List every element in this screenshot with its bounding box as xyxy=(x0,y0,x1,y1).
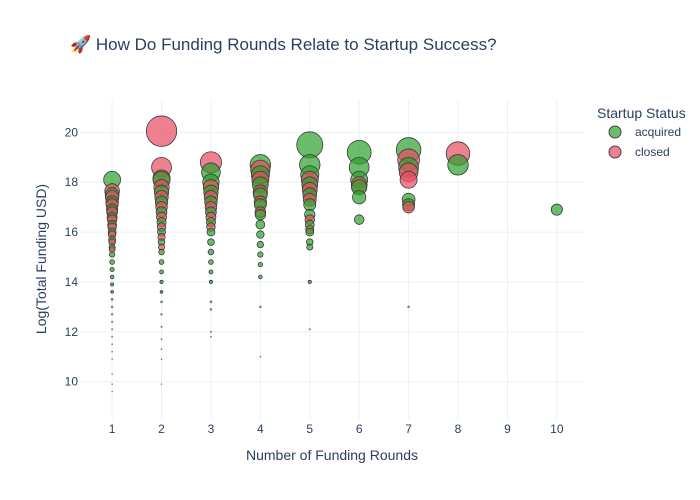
y-tick-label: 14 xyxy=(65,275,79,289)
data-point-acquired xyxy=(110,290,114,294)
data-point-closed xyxy=(402,200,415,214)
data-point-acquired xyxy=(257,261,264,268)
data-point-acquired xyxy=(160,313,163,316)
data-point-acquired xyxy=(208,259,214,265)
x-tick-label: 9 xyxy=(504,422,511,436)
x-axis-title: Number of Funding Rounds xyxy=(246,447,418,463)
data-point-acquired xyxy=(208,279,213,284)
data-point-acquired xyxy=(111,335,113,338)
data-point-acquired xyxy=(256,240,264,249)
data-point-acquired xyxy=(111,358,113,360)
data-point-acquired xyxy=(352,190,367,205)
data-point-acquired xyxy=(259,305,262,309)
y-tick-label: 12 xyxy=(65,325,79,339)
x-tick-label: 4 xyxy=(257,422,264,436)
data-point-acquired xyxy=(256,230,265,239)
data-point-acquired xyxy=(353,214,365,225)
data-point-acquired xyxy=(303,198,317,212)
data-point-acquired xyxy=(255,219,266,230)
data-point-acquired xyxy=(160,348,163,350)
data-point-acquired xyxy=(307,279,312,284)
data-point-acquired xyxy=(111,350,113,353)
data-point-acquired xyxy=(110,282,115,287)
data-point-acquired xyxy=(258,274,263,280)
data-point-acquired xyxy=(111,343,113,346)
data-point-closed xyxy=(145,115,178,147)
data-point-acquired xyxy=(110,305,114,309)
x-tick-label: 7 xyxy=(405,422,412,436)
data-point-acquired xyxy=(111,383,113,385)
x-tick-label: 6 xyxy=(356,422,363,436)
x-axis-ticks: 1 2 3 4 5 6 7 8 9 10 xyxy=(109,422,564,436)
data-point-acquired xyxy=(160,325,163,328)
data-point-acquired xyxy=(159,290,164,294)
data-point-acquired xyxy=(160,338,163,341)
data-point-acquired xyxy=(109,274,115,280)
data-point-acquired xyxy=(207,238,215,246)
data-point-acquired xyxy=(109,259,115,265)
data-point-acquired xyxy=(111,313,114,316)
data-points xyxy=(103,115,563,393)
x-tick-label: 8 xyxy=(455,422,462,436)
x-tick-label: 10 xyxy=(550,422,564,436)
y-tick-label: 16 xyxy=(65,225,79,239)
data-point-acquired xyxy=(447,154,469,176)
data-point-acquired xyxy=(158,259,165,265)
data-point-acquired xyxy=(111,328,114,331)
data-point-acquired xyxy=(550,203,563,216)
data-point-acquired xyxy=(259,355,262,358)
legend-label-closed: closed xyxy=(635,145,670,159)
data-point-closed xyxy=(399,170,418,189)
data-point-acquired xyxy=(296,131,324,159)
data-point-acquired xyxy=(160,300,163,304)
data-point-acquired xyxy=(407,305,410,309)
legend-title: Startup Status xyxy=(597,105,686,121)
data-point-acquired xyxy=(109,251,116,258)
data-point-acquired xyxy=(254,209,266,221)
data-point-acquired xyxy=(308,328,311,331)
legend[interactable]: Startup Status acquired closed xyxy=(597,105,686,159)
legend-item-closed[interactable]: closed xyxy=(608,145,670,159)
data-point-acquired xyxy=(207,248,215,256)
chart-title: 🚀 How Do Funding Rounds Relate to Startu… xyxy=(70,34,497,54)
data-point-acquired xyxy=(206,227,216,237)
data-point-acquired xyxy=(111,320,114,323)
y-axis-ticks: 10 12 14 16 18 20 xyxy=(65,125,79,388)
y-tick-label: 18 xyxy=(65,175,79,189)
data-point-acquired xyxy=(160,383,163,385)
data-point-acquired xyxy=(159,279,164,284)
data-point-acquired xyxy=(210,335,212,338)
data-point-acquired xyxy=(111,390,113,393)
grid xyxy=(80,100,584,419)
x-tick-label: 1 xyxy=(109,422,116,436)
y-axis-title: Log(Total Funding USD) xyxy=(33,184,49,334)
data-point-acquired xyxy=(209,308,213,311)
data-point-acquired xyxy=(306,243,314,251)
data-point-acquired xyxy=(209,300,213,304)
legend-marker-acquired xyxy=(608,125,622,139)
data-point-acquired xyxy=(111,373,113,375)
x-tick-label: 3 xyxy=(208,422,215,436)
data-point-acquired xyxy=(109,266,115,272)
data-point-acquired xyxy=(158,248,165,256)
data-point-acquired xyxy=(159,269,164,275)
data-point-acquired xyxy=(305,227,315,237)
data-point-acquired xyxy=(208,269,214,275)
y-tick-label: 20 xyxy=(65,125,79,139)
x-tick-label: 5 xyxy=(306,422,313,436)
data-point-acquired xyxy=(160,358,163,360)
x-tick-label: 2 xyxy=(158,422,165,436)
data-point-acquired xyxy=(257,251,264,258)
legend-label-acquired: acquired xyxy=(635,125,681,139)
data-point-acquired xyxy=(110,297,114,301)
legend-marker-closed xyxy=(608,145,622,159)
data-point-acquired xyxy=(210,330,212,333)
legend-item-acquired[interactable]: acquired xyxy=(608,125,681,139)
y-tick-label: 10 xyxy=(65,375,79,389)
